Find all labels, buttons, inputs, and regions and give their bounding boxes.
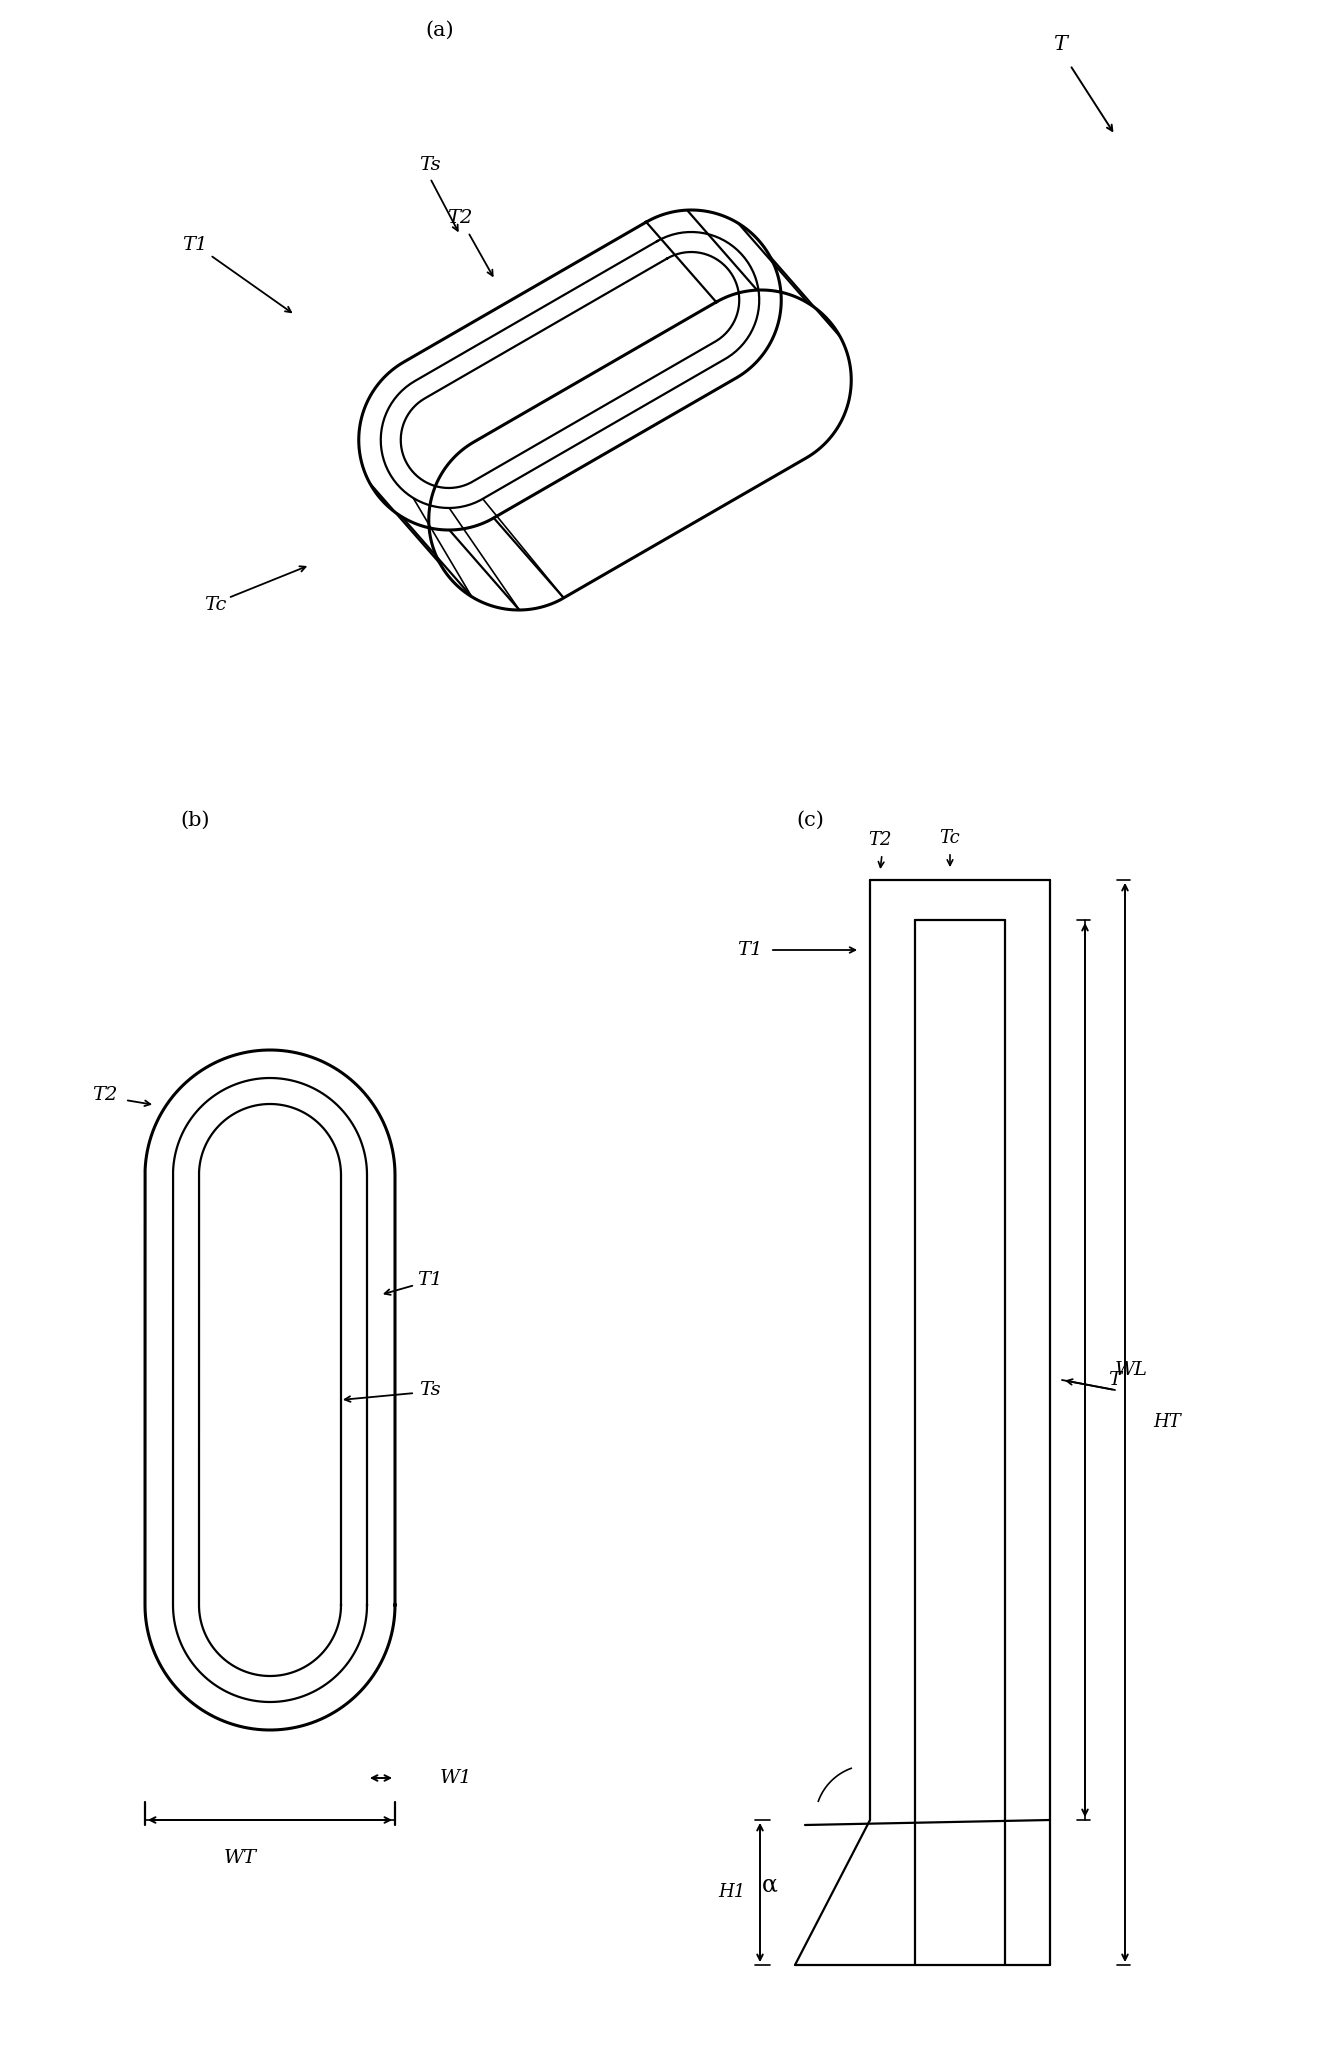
- Text: T: T: [1108, 1372, 1121, 1388]
- Text: Tc: Tc: [204, 597, 226, 613]
- Text: Ts: Ts: [419, 155, 441, 174]
- Text: T2: T2: [868, 831, 892, 850]
- Text: T1: T1: [418, 1270, 443, 1289]
- Text: (a): (a): [426, 21, 454, 39]
- Text: T2: T2: [447, 209, 473, 228]
- Text: W1: W1: [441, 1769, 473, 1786]
- Text: (c): (c): [796, 810, 824, 829]
- Text: α: α: [762, 1873, 778, 1896]
- Text: HT: HT: [1153, 1413, 1180, 1432]
- Text: T1: T1: [183, 236, 208, 255]
- Text: Ts: Ts: [419, 1382, 441, 1399]
- Text: T: T: [1053, 35, 1067, 54]
- Text: WL: WL: [1115, 1361, 1148, 1380]
- Text: Tc: Tc: [940, 829, 960, 847]
- Text: H1: H1: [718, 1883, 746, 1900]
- Text: T1: T1: [737, 941, 762, 959]
- Text: (b): (b): [180, 810, 210, 829]
- Text: WT: WT: [223, 1848, 256, 1867]
- Text: T2: T2: [92, 1086, 117, 1104]
